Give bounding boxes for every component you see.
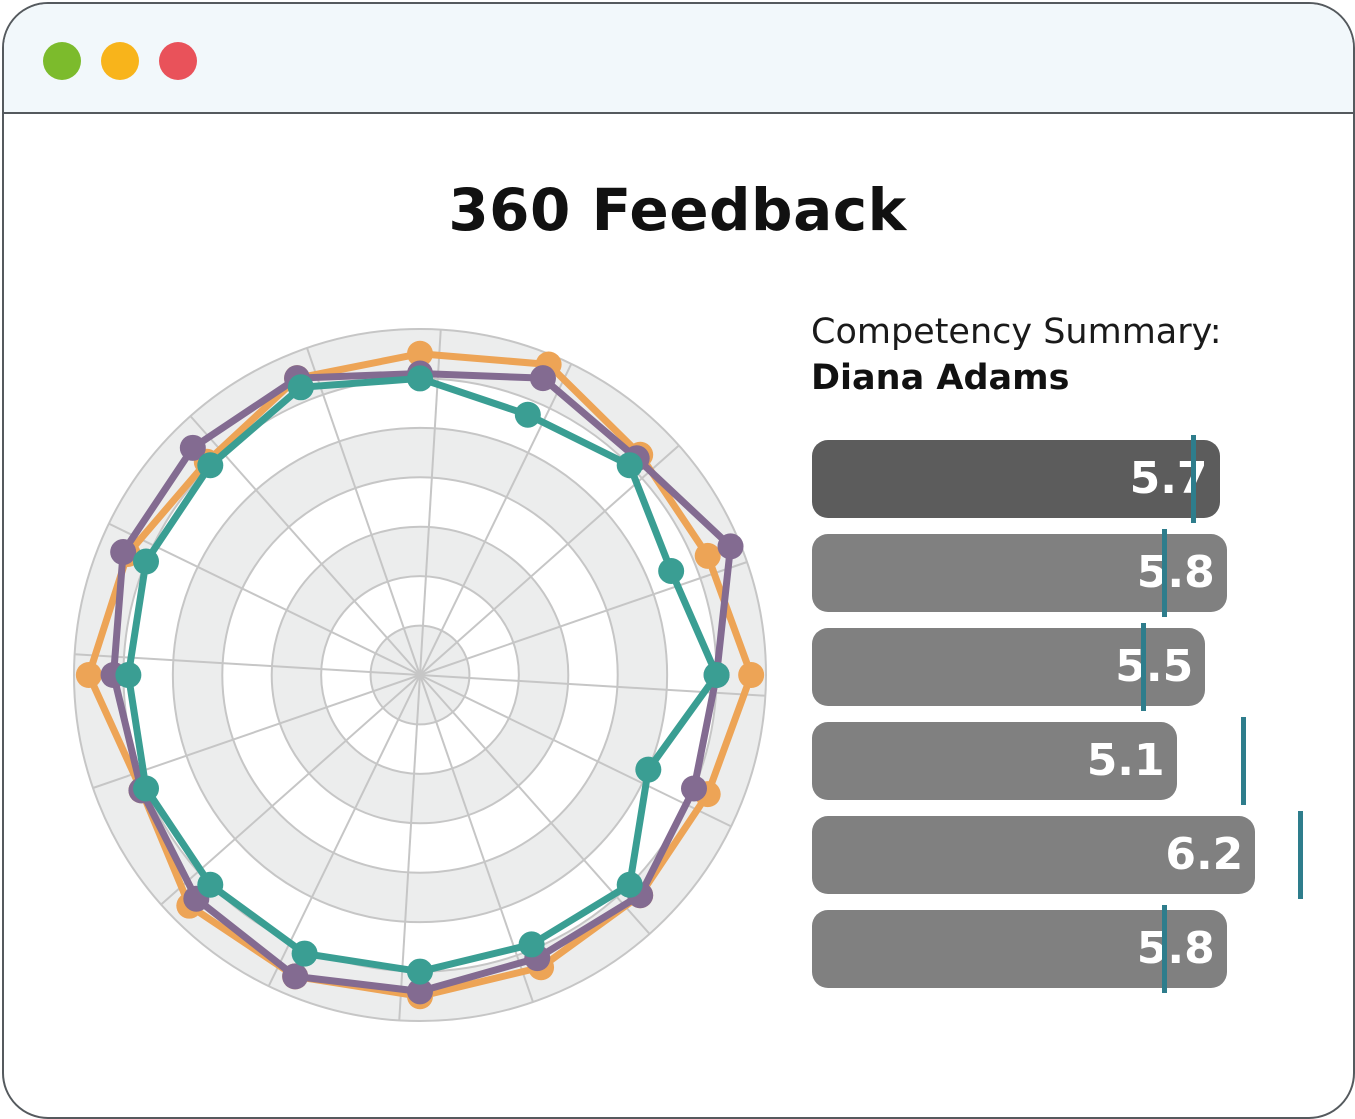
radar-data-point	[291, 940, 318, 967]
radar-data-point	[694, 542, 721, 569]
radar-data-point	[197, 871, 224, 898]
radar-spoke	[108, 522, 421, 676]
radar-data-point	[680, 775, 707, 802]
minimize-button[interactable]	[101, 42, 139, 80]
competency-bar	[812, 910, 1227, 988]
radar-spoke	[306, 347, 421, 676]
radar-data-point	[703, 662, 730, 688]
radar-data-point	[282, 963, 309, 990]
bar-value: 5.5	[1115, 641, 1194, 692]
radar-spoke	[419, 561, 748, 676]
radar-data-point	[616, 452, 643, 479]
radar-data-point	[518, 931, 545, 958]
radar-data-point	[635, 756, 662, 783]
radar-spoke	[267, 674, 421, 987]
benchmark-marker	[1241, 717, 1246, 805]
radar-data-point	[133, 548, 160, 575]
radar-data-point	[717, 533, 744, 560]
summary-label: Competency Summary:	[811, 312, 1222, 352]
bar-value: 5.7	[1129, 453, 1208, 504]
radar-data-point	[738, 662, 765, 688]
competency-bar	[812, 440, 1220, 518]
benchmark-marker	[1162, 905, 1168, 993]
radar-data-point	[197, 452, 224, 479]
radar-data-point	[407, 365, 433, 392]
radar-data-point	[529, 365, 556, 392]
bar-value: 6.2	[1165, 829, 1244, 880]
bar-value: 5.8	[1136, 923, 1215, 974]
benchmark-marker	[1140, 623, 1146, 711]
bar-value: 5.1	[1086, 735, 1165, 786]
radar-spoke	[189, 415, 421, 676]
radar-data-point	[616, 871, 643, 898]
radar-data-point	[407, 340, 433, 367]
radar-data-point	[110, 539, 137, 566]
benchmark-marker	[1162, 529, 1168, 617]
radar-spoke	[398, 674, 421, 1021]
competency-bar	[812, 534, 1227, 612]
radar-data-point	[75, 662, 102, 688]
radar-spoke	[160, 674, 421, 906]
radar-spoke	[419, 674, 732, 828]
competency-bar	[812, 722, 1177, 800]
radar-spoke	[419, 363, 573, 676]
radar-data-point	[407, 978, 433, 1005]
employee-name: Diana Adams	[811, 358, 1070, 398]
radar-data-point	[179, 434, 206, 461]
radar-data-point	[407, 958, 433, 985]
close-button[interactable]	[159, 42, 197, 80]
competency-bar	[812, 816, 1256, 894]
radar-data-point	[658, 557, 685, 584]
radar-data-point	[133, 775, 160, 802]
page-title: 360 Feedback	[448, 176, 907, 244]
radar-spoke	[92, 674, 421, 789]
radar-data-point	[514, 401, 541, 428]
benchmark-marker	[1190, 435, 1196, 523]
radar-spoke	[419, 674, 651, 935]
maximize-button[interactable]	[43, 42, 81, 80]
radar-data-point	[115, 662, 142, 688]
benchmark-marker	[1298, 811, 1304, 899]
bar-value: 5.8	[1136, 547, 1215, 598]
title-bar	[4, 4, 1353, 114]
radar-data-point	[287, 374, 314, 401]
competency-bar	[812, 628, 1206, 706]
